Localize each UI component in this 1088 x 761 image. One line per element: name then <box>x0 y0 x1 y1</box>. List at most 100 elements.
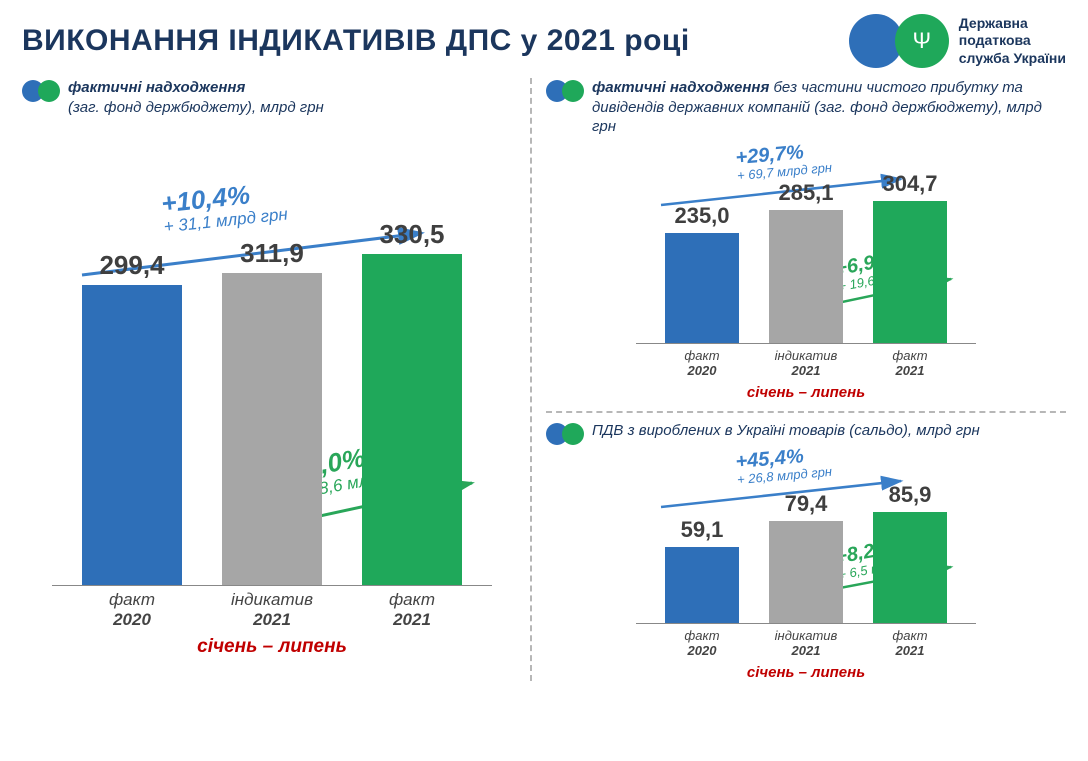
bar-label: факт2020 <box>82 590 182 630</box>
bar-value: 85,9 <box>889 482 932 508</box>
org-line3: служба України <box>959 50 1066 66</box>
bar-value: 59,1 <box>681 517 724 543</box>
chart-br-title-sub: ПДВ з вироблених в Україні товарів (саль… <box>592 422 980 439</box>
right-column: фактичні надходження без частини чистого… <box>530 78 1066 681</box>
bar-label-line2: 2020 <box>665 643 739 658</box>
bar <box>665 547 739 623</box>
trident-icon: Ψ <box>913 28 931 54</box>
bar-label-line2: 2020 <box>82 610 182 630</box>
chart-left-axis <box>52 585 492 586</box>
header: ВИКОНАННЯ ІНДИКАТИВІВ ДПС у 2021 році Ψ … <box>0 0 1088 74</box>
bar-item: 304,7 <box>873 171 947 343</box>
bar-value: 304,7 <box>882 171 937 197</box>
left-column: фактичні надходження (заг. фонд держбюдж… <box>22 78 522 681</box>
bar-value: 311,9 <box>240 238 304 269</box>
bar <box>873 512 947 623</box>
chart-tr-labels: факт2020індикатив2021факт2021 <box>546 348 1066 378</box>
legend-circle-green <box>562 423 584 445</box>
bar-label-line2: 2020 <box>665 363 739 378</box>
chart-tr-title-bold: фактичні надходження <box>592 79 769 96</box>
bar-label: індикатив2021 <box>769 628 843 658</box>
bar-item: 285,1 <box>769 180 843 343</box>
bar-label-line1: індикатив <box>769 348 843 363</box>
bar-label-line2: 2021 <box>222 610 322 630</box>
org-line2: податкова <box>959 32 1031 48</box>
chart-left-area: +10,4% + 31,1 млрд грн +6,0% + 18,6 млрд… <box>22 125 522 585</box>
chart-br-bars: 59,1 79,4 85,9 <box>546 482 1066 623</box>
chart-br-head: ПДВ з вироблених в Україні товарів (саль… <box>546 421 1066 445</box>
chart-left-bars: 299,4 311,9 330,5 <box>22 219 522 585</box>
logo-circle-green: Ψ <box>895 14 949 68</box>
bar-label-line1: факт <box>873 348 947 363</box>
chart-br-area: +45,4% + 26,8 млрд грн +8,2% + 6,5 млрд … <box>546 453 1066 623</box>
chart-br-period: січень – липень <box>546 664 1066 681</box>
bar-label: факт2021 <box>362 590 462 630</box>
chart-tr-period: січень – липень <box>546 384 1066 401</box>
bar-item: 299,4 <box>82 250 182 585</box>
bar <box>222 273 322 585</box>
bar-label-line2: 2021 <box>769 363 843 378</box>
bar <box>873 201 947 343</box>
bar <box>769 210 843 343</box>
legend-circle-green <box>38 80 60 102</box>
bar-label-line1: факт <box>82 590 182 610</box>
chart-left-title-bold: фактичні надходження <box>68 79 245 96</box>
content: фактичні надходження (заг. фонд держбюдж… <box>0 74 1088 691</box>
bar-label-line1: індикатив <box>769 628 843 643</box>
chart-br-labels: факт2020індикатив2021факт2021 <box>546 628 1066 658</box>
bar-label: індикатив2021 <box>769 348 843 378</box>
chart-br-axis <box>636 623 976 624</box>
bar-label-line2: 2021 <box>362 610 462 630</box>
bar-label-line1: факт <box>665 628 739 643</box>
bar-value: 235,0 <box>674 203 729 229</box>
legend-circles <box>546 80 584 102</box>
page-title: ВИКОНАННЯ ІНДИКАТИВІВ ДПС у 2021 році <box>22 24 690 58</box>
bar-label: індикатив2021 <box>222 590 322 630</box>
org-line1: Державна <box>959 15 1028 31</box>
bar-label-line1: факт <box>362 590 462 610</box>
bar-label-line1: факт <box>665 348 739 363</box>
bar <box>82 285 182 585</box>
chart-tr-area: +29,7% + 69,7 млрд грн +6,9% + 19,6 млрд… <box>546 145 1066 343</box>
bar-label-line2: 2021 <box>873 643 947 658</box>
logo-circles: Ψ <box>849 14 949 68</box>
bar-label-line1: факт <box>873 628 947 643</box>
legend-circles <box>546 423 584 445</box>
chart-tr-title: фактичні надходження без частини чистого… <box>592 78 1066 137</box>
chart-tr: фактичні надходження без частини чистого… <box>546 78 1066 401</box>
bar-item: 235,0 <box>665 203 739 343</box>
bar-label: факт2020 <box>665 348 739 378</box>
chart-tr-head: фактичні надходження без частини чистого… <box>546 78 1066 137</box>
bar-value: 330,5 <box>379 219 444 250</box>
bar <box>665 233 739 343</box>
legend-circle-green <box>562 80 584 102</box>
bar-item: 85,9 <box>873 482 947 623</box>
bar-item: 311,9 <box>222 238 322 585</box>
blue-annot: +45,4% + 26,8 млрд грн <box>735 442 833 486</box>
bar-value: 299,4 <box>99 250 164 281</box>
bar-label: факт2021 <box>873 628 947 658</box>
bar-item: 330,5 <box>362 219 462 585</box>
bar-value: 79,4 <box>785 491 828 517</box>
org-logo-block: Ψ Державна податкова служба України <box>849 14 1066 68</box>
bar-label: факт2021 <box>873 348 947 378</box>
chart-left-title-sub: (заг. фонд держбюджету), млрд грн <box>68 99 324 116</box>
chart-br-title: ПДВ з вироблених в Україні товарів (саль… <box>592 421 980 441</box>
chart-br: ПДВ з вироблених в Україні товарів (саль… <box>546 411 1066 681</box>
bar <box>769 521 843 623</box>
chart-left-period: січень – липень <box>22 636 522 658</box>
chart-left: фактичні надходження (заг. фонд держбюдж… <box>22 78 522 658</box>
chart-tr-axis <box>636 343 976 344</box>
chart-left-title: фактичні надходження (заг. фонд держбюдж… <box>68 78 324 117</box>
chart-left-head: фактичні надходження (заг. фонд держбюдж… <box>22 78 522 117</box>
bar-value: 285,1 <box>778 180 833 206</box>
bar-label-line1: індикатив <box>222 590 322 610</box>
bar-item: 79,4 <box>769 491 843 623</box>
bar-label-line2: 2021 <box>769 643 843 658</box>
org-name: Державна податкова служба України <box>959 15 1066 68</box>
bar <box>362 254 462 585</box>
bar-item: 59,1 <box>665 517 739 623</box>
chart-left-labels: факт2020індикатив2021факт2021 <box>22 590 522 630</box>
chart-tr-bars: 235,0 285,1 304,7 <box>546 171 1066 343</box>
legend-circles <box>22 80 60 102</box>
